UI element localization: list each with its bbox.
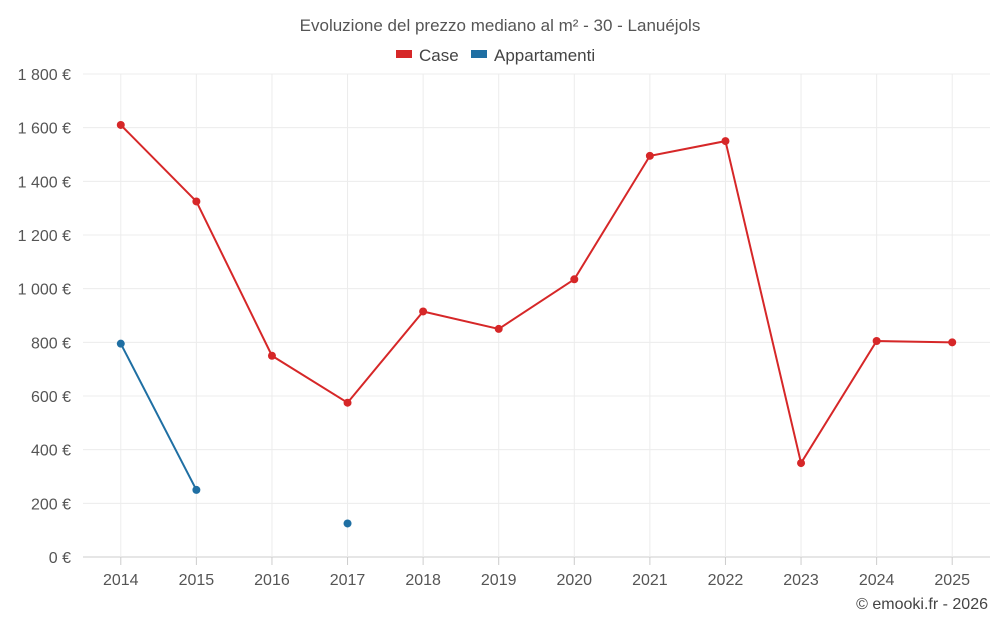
x-axis: 2014 2015 2016 2017 2018 2019 2020 2021 2022 2023…	[103, 557, 970, 589]
grid	[83, 73, 990, 558]
y-tick-label: 1 200 €	[18, 228, 71, 245]
series	[116, 120, 957, 528]
credit-text: © emooki.fr - 2026	[856, 596, 988, 613]
data-point-case[interactable]	[116, 120, 125, 129]
y-tick-label: 0 €	[49, 550, 71, 567]
x-tick-label: 2024	[859, 572, 895, 589]
legend-swatch-case[interactable]	[396, 50, 412, 58]
y-axis: 0 € 200 € 400 € 600 € 800 € 1 000 € 1 200 € 1 4…	[18, 67, 71, 567]
y-tick-label: 400 €	[31, 443, 71, 460]
x-tick-label: 2016	[254, 572, 290, 589]
data-point-case[interactable]	[797, 459, 806, 468]
data-point-case[interactable]	[721, 137, 730, 146]
x-tick-label: 2014	[103, 572, 139, 589]
series-line-appartamenti	[119, 343, 198, 491]
x-tick-label: 2018	[405, 572, 441, 589]
data-point-case[interactable]	[948, 338, 957, 347]
y-tick-label: 800 €	[31, 335, 71, 352]
x-tick-label: 2019	[481, 572, 517, 589]
y-tick-label: 600 €	[31, 389, 71, 406]
y-tick-label: 1 000 €	[18, 282, 71, 299]
x-tick-label: 2025	[934, 572, 970, 589]
data-point-appartamenti[interactable]	[343, 519, 352, 528]
data-point-case[interactable]	[570, 275, 579, 284]
series-line-case	[120, 124, 953, 466]
chart-title: Evoluzione del prezzo mediano al m² - 30…	[300, 16, 701, 35]
x-tick-label: 2017	[330, 572, 366, 589]
data-point-case[interactable]	[494, 324, 503, 333]
data-point-appartamenti[interactable]	[192, 485, 201, 494]
data-point-case[interactable]	[419, 307, 428, 316]
legend: Case Appartamenti	[396, 46, 595, 65]
legend-label-appartamenti[interactable]: Appartamenti	[494, 46, 595, 65]
x-tick-label: 2021	[632, 572, 668, 589]
data-point-case[interactable]	[343, 398, 352, 407]
data-point-appartamenti[interactable]	[116, 339, 125, 348]
y-tick-label: 1 600 €	[18, 121, 71, 138]
data-point-case[interactable]	[872, 336, 881, 345]
legend-label-case[interactable]: Case	[419, 46, 459, 65]
data-point-case[interactable]	[267, 351, 276, 360]
y-tick-label: 1 800 €	[18, 67, 71, 84]
legend-swatch-appartamenti[interactable]	[471, 50, 487, 58]
y-tick-label: 200 €	[31, 496, 71, 513]
x-tick-label: 2020	[556, 572, 592, 589]
x-tick-label: 2015	[179, 572, 215, 589]
y-tick-label: 1 400 €	[18, 174, 71, 191]
data-point-case[interactable]	[645, 151, 654, 160]
x-tick-label: 2022	[708, 572, 744, 589]
x-tick-label: 2023	[783, 572, 819, 589]
data-point-case[interactable]	[192, 197, 201, 206]
